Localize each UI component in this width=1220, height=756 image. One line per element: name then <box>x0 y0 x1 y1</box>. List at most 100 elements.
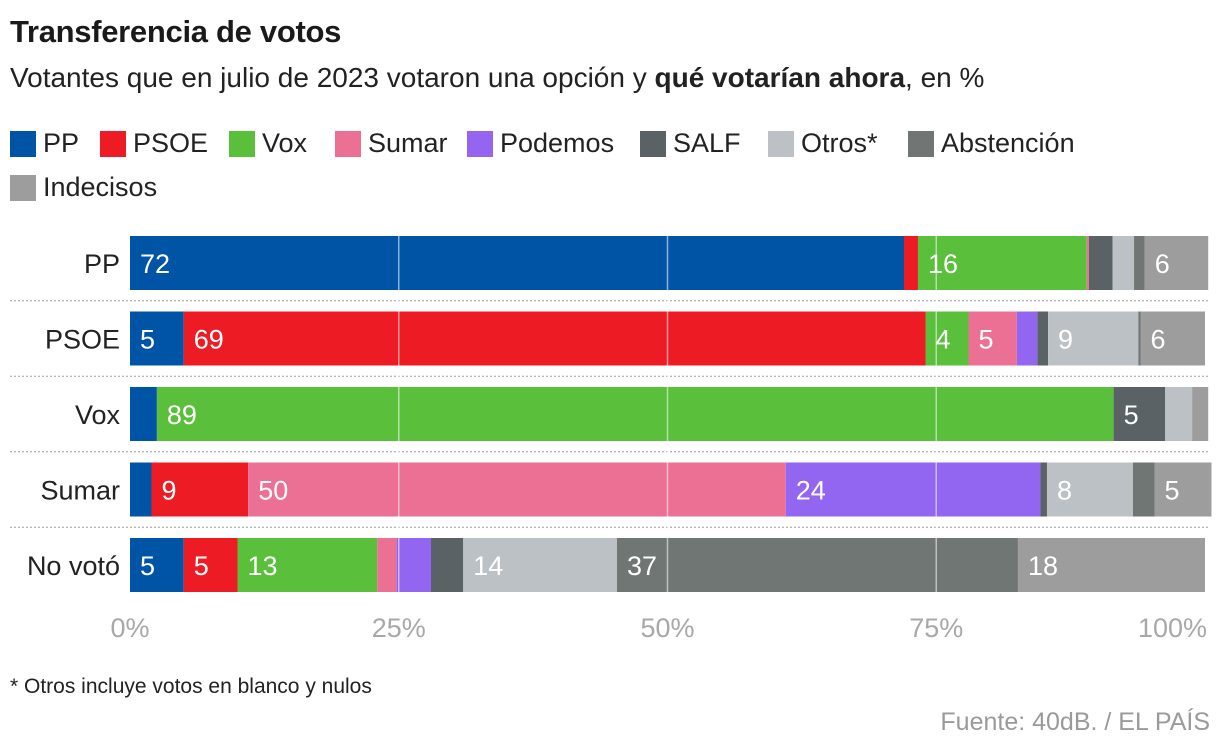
bar-segment <box>130 538 184 592</box>
legend-swatch <box>10 130 36 157</box>
legend-label: Indecisos <box>43 172 158 202</box>
legend-swatch <box>768 130 794 157</box>
bar-value-label: 5 <box>194 551 209 581</box>
bar-segment <box>1113 387 1166 441</box>
legend-item-otros: Otros* <box>768 128 878 159</box>
bar-segment <box>377 538 397 592</box>
category-label: No votó <box>27 551 120 581</box>
bar-segment <box>156 387 1114 441</box>
x-tick-label: 50% <box>640 613 694 643</box>
subtitle-bold: qué votarían ahora <box>654 62 906 93</box>
subtitle-text-1: Votantes que en julio de 2023 votaron un… <box>10 62 655 93</box>
bar-value-label: 9 <box>1058 325 1073 355</box>
bar-segment <box>1132 462 1155 517</box>
legend-item-podemos: Podemos <box>467 128 614 159</box>
legend-label: Vox <box>262 128 308 158</box>
footnote: * Otros incluye votos en blanco y nulos <box>10 675 372 698</box>
legend-swatch <box>10 174 36 201</box>
bar-segment <box>183 311 926 366</box>
legend-swatch <box>229 130 255 157</box>
bar-value-label: 18 <box>1028 551 1058 581</box>
bar-segment <box>151 462 249 517</box>
legend-item-pp: PP <box>10 128 79 159</box>
bar-segment <box>785 462 1041 517</box>
bar-value-label: 50 <box>258 476 288 506</box>
bar-segment <box>1165 387 1193 441</box>
bar-segment <box>237 538 378 592</box>
x-tick-label: 75% <box>909 613 963 643</box>
bar-segment <box>1086 236 1089 290</box>
bar-value-label: 14 <box>473 551 503 581</box>
bar-segment <box>183 538 238 592</box>
bar-value-label: 89 <box>167 400 197 430</box>
bar-value-label: 4 <box>936 325 951 355</box>
bar-segment <box>917 236 1087 290</box>
subtitle-text-2: , en % <box>905 62 985 93</box>
bar-segment <box>1088 236 1113 290</box>
bar-segment <box>431 538 464 592</box>
legend-swatch <box>908 130 934 157</box>
bar-segment <box>616 538 1018 592</box>
bar-segment <box>396 538 431 592</box>
bar-segment <box>1134 236 1145 290</box>
category-label: PSOE <box>45 325 120 355</box>
legend-item-abstenci-n: Abstención <box>908 128 1075 159</box>
legend-swatch <box>100 130 126 157</box>
legend-label: PSOE <box>133 128 209 158</box>
chart-subtitle: Votantes que en julio de 2023 votaron un… <box>10 62 984 94</box>
bar-segment <box>1140 311 1205 366</box>
legend-swatch <box>467 130 493 157</box>
bar-value-label: 8 <box>1057 476 1072 506</box>
bar-value-label: 72 <box>140 249 170 279</box>
bar-value-label: 5 <box>140 551 155 581</box>
bar-value-label: 24 <box>796 476 826 506</box>
legend-swatch <box>335 130 361 157</box>
bar-value-label: 13 <box>248 551 278 581</box>
source-credit: Fuente: 40dB. / EL PAÍS <box>940 708 1210 736</box>
bar-segment <box>1046 462 1133 517</box>
legend-label: PP <box>43 128 80 158</box>
legend-item-psoe: PSOE <box>100 128 208 159</box>
bar-segment <box>1144 236 1209 290</box>
bar-segment <box>1017 538 1205 592</box>
bar-segment <box>130 236 904 290</box>
bar-segment <box>1112 236 1135 290</box>
bar-value-label: 5 <box>140 325 155 355</box>
bar-segment <box>130 311 184 366</box>
legend-item-indecisos: Indecisos <box>10 172 157 203</box>
category-label: PP <box>84 249 120 279</box>
bar-segment <box>968 311 1017 366</box>
bar-segment <box>925 311 969 366</box>
legend-swatch <box>640 130 666 157</box>
bar-value-label: 69 <box>194 325 224 355</box>
bar-value-label: 6 <box>1155 249 1170 279</box>
legend-label: SALF <box>673 128 741 158</box>
bar-value-label: 16 <box>928 249 958 279</box>
legend-item-vox: Vox <box>229 128 307 159</box>
legend-item-salf: SALF <box>640 128 741 159</box>
bar-segment <box>1040 462 1047 517</box>
bar-segment <box>130 387 157 441</box>
bar-segment <box>463 538 617 592</box>
x-tick-label: 100% <box>1138 613 1207 643</box>
legend-item-sumar: Sumar <box>335 128 448 159</box>
x-tick-label: 25% <box>372 613 426 643</box>
bar-segment <box>1138 311 1141 366</box>
bar-value-label: 37 <box>627 551 657 581</box>
legend-label: Abstención <box>941 128 1075 158</box>
bar-segment <box>1154 462 1212 517</box>
bar-segment <box>1192 387 1209 441</box>
bar-value-label: 5 <box>1124 400 1139 430</box>
category-label: Vox <box>75 400 121 430</box>
bar-value-label: 6 <box>1151 325 1166 355</box>
legend-label: Sumar <box>368 128 448 158</box>
category-label: Sumar <box>40 476 120 506</box>
legend-label: Otros* <box>801 128 878 158</box>
bar-segment <box>1016 311 1038 366</box>
bar-value-label: 5 <box>979 325 994 355</box>
bar-segment <box>248 462 786 517</box>
bar-value-label: 9 <box>162 476 177 506</box>
bar-value-label: 5 <box>1164 476 1179 506</box>
bar-segment <box>1037 311 1049 366</box>
